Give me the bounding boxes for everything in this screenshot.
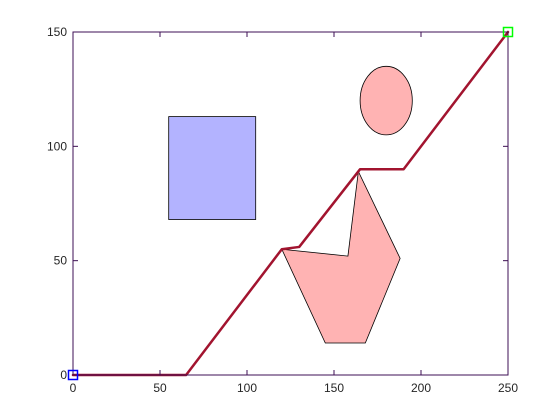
goal-marker [502,26,514,38]
start-marker [67,369,79,381]
y-tick-label: 50 [54,254,68,268]
x-tick-label: 200 [411,381,431,395]
ticks-layer: 0 50 100 150 200 250 0 50 100 150 [47,25,518,395]
axes-layer [72,31,509,376]
axes-box [72,31,509,376]
x-tick-label: 0 [70,381,77,395]
y-tick-label: 0 [60,368,67,382]
y-tick-label: 100 [47,139,67,153]
y-tick-label: 150 [47,25,67,39]
obstacle-polygon [281,170,401,344]
x-tick-label: 50 [153,381,167,395]
obstacle-ellipse [359,65,413,136]
obstacles-layer [168,65,413,344]
obstacle-rectangle [168,116,257,220]
x-tick-label: 250 [498,381,518,395]
markers-layer [67,26,514,381]
x-tick-label: 150 [324,381,344,395]
x-tick-label: 100 [237,381,257,395]
